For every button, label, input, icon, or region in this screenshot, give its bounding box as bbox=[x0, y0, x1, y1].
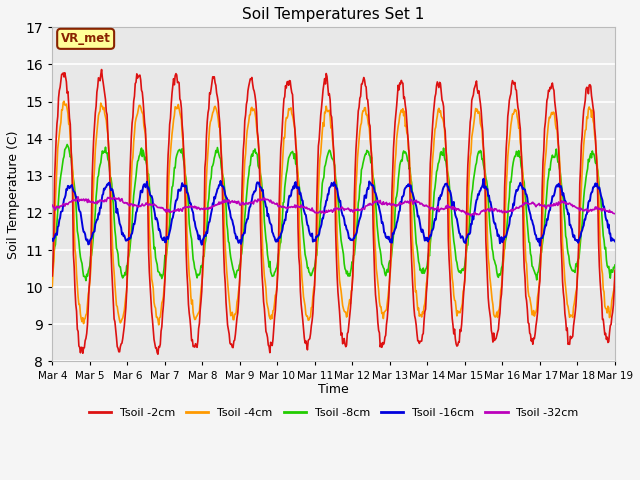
Tsoil -8cm bbox=[49, 269, 56, 275]
Tsoil -32cm bbox=[117, 196, 125, 202]
Tsoil -32cm bbox=[49, 202, 56, 208]
Tsoil -16cm bbox=[611, 239, 619, 244]
Tsoil -8cm bbox=[611, 262, 619, 268]
Tsoil -16cm bbox=[419, 227, 426, 232]
Line: Tsoil -32cm: Tsoil -32cm bbox=[52, 197, 615, 216]
Tsoil -2cm bbox=[420, 318, 428, 324]
Tsoil -16cm bbox=[479, 176, 487, 181]
Tsoil -2cm bbox=[59, 71, 67, 77]
Tsoil -32cm bbox=[419, 203, 427, 209]
Tsoil -32cm bbox=[611, 211, 619, 216]
Tsoil -2cm bbox=[611, 267, 619, 273]
Tsoil -8cm bbox=[118, 273, 126, 279]
Tsoil -2cm bbox=[205, 106, 212, 112]
Tsoil -32cm bbox=[204, 206, 212, 212]
Line: Tsoil -16cm: Tsoil -16cm bbox=[52, 179, 615, 246]
Tsoil -16cm bbox=[116, 222, 124, 228]
Tsoil -8cm bbox=[404, 158, 412, 164]
Title: Soil Temperatures Set 1: Soil Temperatures Set 1 bbox=[243, 7, 425, 22]
Line: Tsoil -4cm: Tsoil -4cm bbox=[52, 101, 615, 325]
Tsoil -32cm bbox=[467, 213, 475, 219]
Y-axis label: Soil Temperature (C): Soil Temperature (C) bbox=[7, 130, 20, 259]
Tsoil -8cm bbox=[63, 142, 71, 147]
Tsoil -16cm bbox=[536, 243, 544, 249]
Line: Tsoil -2cm: Tsoil -2cm bbox=[52, 70, 615, 354]
Tsoil -2cm bbox=[154, 351, 162, 357]
Tsoil -4cm bbox=[49, 283, 56, 289]
Tsoil -8cm bbox=[175, 147, 183, 153]
Tsoil -2cm bbox=[175, 80, 183, 85]
Tsoil -4cm bbox=[611, 275, 619, 281]
Legend: Tsoil -2cm, Tsoil -4cm, Tsoil -8cm, Tsoil -16cm, Tsoil -32cm: Tsoil -2cm, Tsoil -4cm, Tsoil -8cm, Tsoi… bbox=[84, 404, 583, 423]
Tsoil -8cm bbox=[59, 162, 67, 168]
Tsoil -4cm bbox=[404, 132, 412, 138]
Tsoil -8cm bbox=[420, 270, 428, 276]
Tsoil -8cm bbox=[205, 196, 212, 202]
Tsoil -2cm bbox=[49, 273, 56, 279]
Tsoil -32cm bbox=[59, 202, 67, 208]
X-axis label: Time: Time bbox=[318, 384, 349, 396]
Tsoil -16cm bbox=[173, 195, 181, 201]
Tsoil -4cm bbox=[205, 136, 212, 142]
Tsoil -32cm bbox=[175, 206, 182, 212]
Text: VR_met: VR_met bbox=[61, 32, 111, 45]
Tsoil -4cm bbox=[420, 304, 428, 310]
Tsoil -4cm bbox=[175, 106, 183, 112]
Tsoil -16cm bbox=[204, 230, 211, 236]
Line: Tsoil -8cm: Tsoil -8cm bbox=[52, 144, 615, 281]
Tsoil -4cm bbox=[155, 322, 163, 328]
Tsoil -4cm bbox=[60, 98, 68, 104]
Tsoil -32cm bbox=[74, 194, 82, 200]
Tsoil -16cm bbox=[49, 236, 56, 242]
Tsoil -4cm bbox=[59, 107, 67, 113]
Tsoil -2cm bbox=[117, 341, 125, 347]
Tsoil -8cm bbox=[82, 278, 90, 284]
Tsoil -16cm bbox=[402, 184, 410, 190]
Tsoil -16cm bbox=[59, 208, 67, 214]
Tsoil -4cm bbox=[117, 319, 125, 324]
Tsoil -32cm bbox=[403, 200, 411, 205]
Tsoil -2cm bbox=[404, 130, 412, 136]
Tsoil -2cm bbox=[98, 67, 106, 72]
